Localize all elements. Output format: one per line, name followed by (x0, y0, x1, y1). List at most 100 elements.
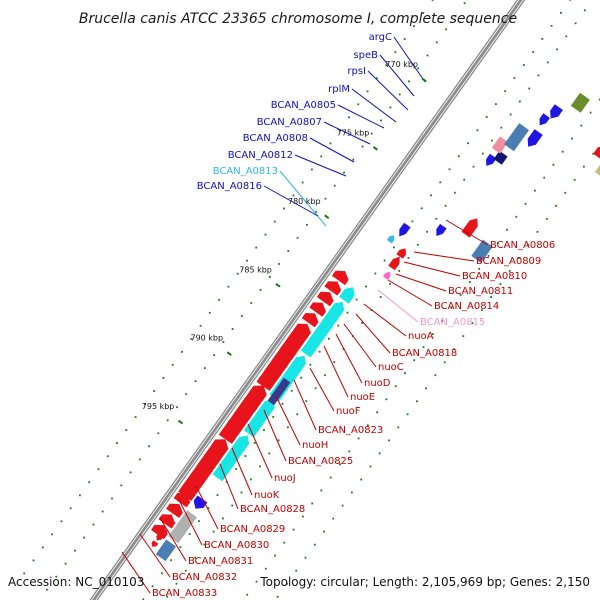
gene-leader-line (309, 367, 335, 412)
gene-label: BCAN_A0812 (228, 150, 293, 161)
gene-label: rplM (328, 84, 350, 95)
gc-dot (478, 268, 481, 270)
gc-dot (332, 517, 335, 520)
gc-dot (431, 333, 434, 335)
gene-leader-line (247, 423, 273, 479)
gc-dot (255, 246, 258, 249)
gc-dot (69, 507, 72, 510)
gc-dot (274, 554, 276, 557)
gc-dot (343, 171, 345, 174)
gc-dot (283, 207, 285, 210)
gc-dot (272, 416, 275, 418)
gene-leader-line (351, 88, 397, 123)
gc-dot (264, 567, 267, 570)
gc-dot (360, 478, 363, 481)
gene-label: BCAN_A0814 (434, 301, 499, 312)
gene-label: BCAN_A0831 (188, 556, 253, 567)
gc-dot (598, 98, 600, 101)
gc-dot (426, 54, 429, 57)
gc-dot (116, 442, 118, 444)
gc-dot (397, 426, 400, 429)
gene-label: nuoA (408, 331, 434, 342)
scale-label: 795 kbp (142, 402, 175, 411)
gc-dot (481, 152, 484, 155)
gc-dot (203, 367, 206, 369)
gc-dot (157, 432, 160, 435)
scale-tick (372, 146, 379, 151)
gc-dot (194, 380, 197, 383)
gc-dot (324, 197, 327, 200)
forward-gene-arrow (301, 313, 319, 328)
gc-dot (244, 455, 247, 457)
gc-dot (208, 311, 211, 314)
gc-dot (376, 77, 378, 80)
gc-dot (445, 28, 447, 31)
forward-gene-arrow (331, 270, 349, 286)
gc-dot (255, 580, 258, 583)
forward-gene-arrow (166, 503, 183, 518)
gene-label: BCAN_A0813 (213, 166, 278, 177)
dark-gene-block (493, 150, 508, 165)
gc-dot (443, 361, 446, 364)
gene-leader-line (263, 185, 319, 217)
gene-leader-line (219, 463, 239, 510)
gc-dot (194, 556, 196, 559)
small-reverse-arrow (151, 540, 159, 547)
gc-dot (430, 194, 432, 197)
gc-dot (499, 283, 502, 285)
gene-leader-line (337, 104, 385, 129)
gc-dot (454, 191, 456, 194)
gc-dot (259, 465, 261, 468)
gc-dot (333, 184, 336, 187)
gc-dot (138, 458, 141, 461)
gene-label: BCAN_A0823 (318, 425, 383, 436)
cyan-gene-arrow (386, 235, 395, 244)
gene-label: BCAN_A0825 (288, 456, 353, 467)
gene-leader-line (387, 279, 433, 307)
gc-dot (583, 9, 586, 12)
gc-dot (388, 439, 390, 442)
gc-dot (296, 236, 299, 239)
gc-dot (490, 296, 492, 298)
forward-gene-arrow (309, 302, 326, 317)
gc-dot (176, 406, 178, 409)
gc-dot (420, 207, 423, 210)
forward-gene-arrow (461, 218, 478, 238)
gc-dot (296, 413, 299, 416)
gc-dot (268, 276, 271, 278)
scale-label: 785 kbp (239, 265, 272, 274)
gc-dot (422, 12, 425, 14)
gc-dot (434, 374, 437, 377)
feature-layer (23, 0, 600, 600)
operon-gene-arrow (339, 287, 355, 304)
gc-dot (560, 12, 562, 14)
gc-dot (380, 119, 382, 122)
gc-dot (361, 322, 363, 324)
genome-summary-text: Topology: circular; Length: 2,105,969 bp… (259, 575, 590, 589)
gc-dot (556, 48, 558, 51)
gene-leader-line (323, 121, 371, 145)
operon-inset-gene (267, 377, 291, 406)
scale-tick (324, 214, 330, 220)
gc-dot (253, 442, 256, 444)
gc-dot (264, 233, 267, 236)
gene-leader-line (231, 447, 253, 496)
gc-dot (341, 504, 344, 507)
gc-dot (302, 515, 304, 518)
gc-dot (309, 363, 312, 366)
gc-dot (444, 204, 447, 207)
gc-dot (198, 520, 200, 522)
gc-dot (394, 51, 397, 54)
gene-leader-line (403, 261, 461, 277)
gc-dot (166, 419, 169, 422)
scale-tick (177, 419, 184, 425)
gc-dot (467, 142, 469, 145)
gc-dot (408, 80, 410, 83)
gene-label: nuoK (254, 490, 280, 501)
gene-leader-line (413, 251, 475, 262)
gene-leader-line (393, 36, 426, 83)
map-title: Brucella canis ATCC 23365 chromosome I, … (79, 11, 517, 27)
gc-dot (532, 51, 534, 53)
gc-dot (571, 137, 573, 140)
